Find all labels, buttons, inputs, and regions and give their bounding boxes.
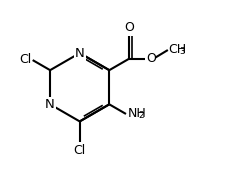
Text: N: N (74, 47, 84, 60)
Text: O: O (145, 52, 155, 65)
Text: Cl: Cl (73, 144, 86, 157)
Text: N: N (45, 98, 55, 111)
Text: NH: NH (127, 107, 146, 120)
Text: CH: CH (168, 43, 186, 56)
Text: 3: 3 (178, 47, 184, 56)
Text: O: O (124, 21, 133, 34)
Text: Cl: Cl (19, 53, 31, 66)
Text: 2: 2 (137, 111, 143, 120)
